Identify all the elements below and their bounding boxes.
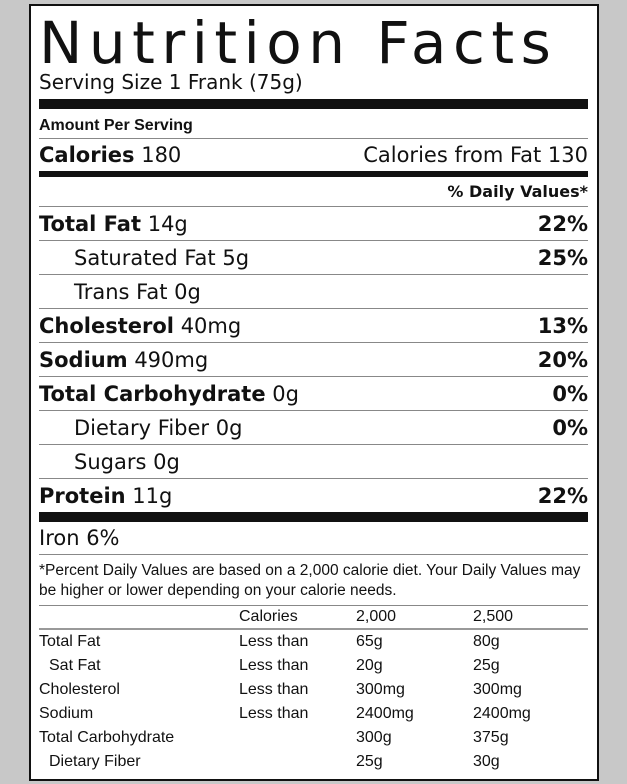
nutrient-dv: 13% (537, 313, 588, 338)
calories-from-fat: Calories from Fat 130 (363, 143, 588, 167)
nutrient-name: Protein (39, 483, 126, 508)
calories-label: Calories (39, 143, 135, 167)
thick-divider (39, 512, 588, 522)
table-cell: 2400mg (356, 705, 414, 722)
daily-values-table: Calories 2,000 2,500 Total Fat Less than 65g 8… (39, 606, 588, 774)
nutrient-dv: 0% (552, 415, 588, 440)
nutrient-row: Total Fat 14g 22% (39, 207, 588, 241)
table-cell: 80g (473, 633, 500, 650)
amount-per-serving: Amount Per Serving (39, 109, 588, 139)
label-title: Nutrition Facts (39, 9, 558, 77)
iron-row: Iron 6% (39, 522, 588, 555)
table-cell: Less than (239, 657, 309, 674)
table-cell: 25g (473, 657, 500, 674)
nutrient-amount: 0g (272, 381, 299, 406)
nutrient-amount: 0g (215, 415, 243, 440)
nutrient-row: Dietary Fiber 0g 0% (39, 411, 588, 445)
table-cell: 300mg (473, 681, 522, 698)
nutrient-name: Dietary Fiber (74, 415, 210, 440)
table-cell: Less than (239, 681, 309, 698)
nutrient-name: Total Carbohydrate (39, 381, 266, 406)
thick-divider (39, 99, 588, 109)
table-cell: 25g (356, 753, 383, 770)
nutrient-dv: 0% (552, 381, 588, 406)
table-cell: Less than (239, 705, 309, 722)
nutrient-row: Total Carbohydrate 0g 0% (39, 377, 588, 411)
table-cell: Cholesterol (39, 681, 120, 698)
serving-size: Serving Size 1 Frank (75g) (39, 70, 303, 94)
medium-divider (39, 171, 588, 177)
table-cell: Total Fat (39, 633, 101, 650)
table-cell: Less than (239, 633, 309, 650)
nutrient-row: Cholesterol 40mg 13% (39, 309, 588, 343)
nutrient-row: Sugars 0g (39, 445, 588, 479)
nutrient-dv: 22% (537, 483, 588, 508)
nutrient-row: Sodium 490mg 20% (39, 343, 588, 377)
nutrient-amount: 0g (153, 449, 180, 474)
table-cell: 20g (356, 657, 383, 674)
table-header: Calories 2,000 2,500 (39, 606, 588, 630)
table-cell: 2400mg (473, 705, 531, 722)
nutrient-name: Sugars (74, 449, 147, 474)
table-row: Dietary Fiber 25g 30g (39, 750, 588, 774)
table-cell: 2,000 (356, 608, 397, 625)
table-row: Sodium Less than 2400mg 2400mg (39, 702, 588, 726)
nutrient-amount: 490mg (134, 347, 209, 372)
nutrient-name: Total Fat (39, 211, 142, 236)
footnote: *Percent Daily Values are based on a 2,0… (39, 555, 588, 606)
nutrient-amount: 5g (222, 245, 250, 270)
nutrient-amount: 11g (132, 483, 173, 508)
table-row: Cholesterol Less than 300mg 300mg (39, 678, 588, 702)
nutrient-dv: 22% (537, 211, 588, 236)
nutrient-dv: 20% (537, 347, 588, 372)
table-cell: 65g (356, 633, 383, 650)
nutrition-label: Nutrition Facts Serving Size 1 Frank (75… (29, 4, 599, 781)
table-cell: 375g (473, 729, 509, 746)
table-row: Total Carbohydrate 300g 375g (39, 726, 588, 750)
nutrient-row: Protein 11g 22% (39, 479, 588, 513)
table-cell: Dietary Fiber (49, 753, 141, 770)
table-cell: 300mg (356, 681, 405, 698)
calories-value: 180 (141, 143, 182, 167)
nutrient-list: Total Fat 14g 22% Saturated Fat 5g 25% Trans… (39, 207, 588, 513)
table-cell: Calories (239, 608, 298, 625)
nutrient-name: Trans Fat (74, 279, 168, 304)
table-cell: 30g (473, 753, 500, 770)
table-cell: 2,500 (473, 608, 514, 625)
nutrient-amount: 40mg (180, 313, 242, 338)
nutrient-name: Saturated Fat (74, 245, 216, 270)
table-cell: Total Carbohydrate (39, 729, 175, 746)
nutrient-amount: 0g (174, 279, 201, 304)
nutrient-row: Saturated Fat 5g 25% (39, 241, 588, 275)
table-row: Total Fat Less than 65g 80g (39, 630, 588, 654)
table-cell: 300g (356, 729, 392, 746)
table-row: Sat Fat Less than 20g 25g (39, 654, 588, 678)
daily-values-header: % Daily Values* (39, 177, 588, 207)
nutrient-row: Trans Fat 0g (39, 275, 588, 309)
nutrient-amount: 14g (147, 211, 188, 236)
calories-row: Calories 180 Calories from Fat 130 (39, 139, 588, 171)
nutrient-dv: 25% (537, 245, 588, 270)
table-cell: Sodium (39, 705, 94, 722)
nutrient-name: Sodium (39, 347, 128, 372)
table-cell: Sat Fat (49, 657, 101, 674)
nutrient-name: Cholesterol (39, 313, 174, 338)
